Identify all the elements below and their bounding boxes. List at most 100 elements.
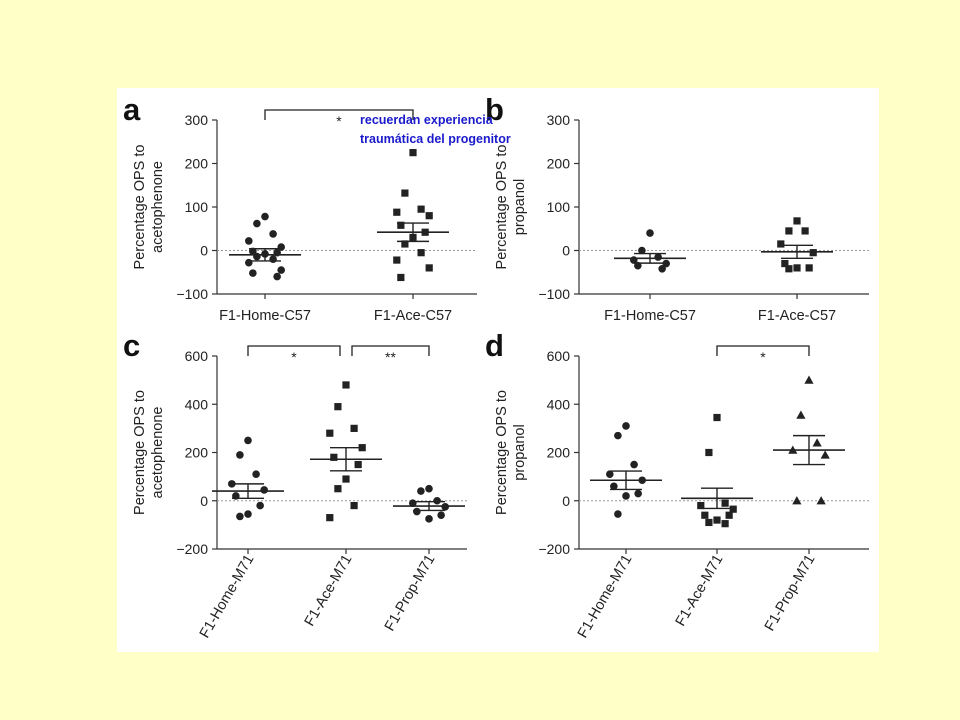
data-point-square — [334, 485, 342, 493]
y-tick-label: 200 — [185, 156, 209, 172]
y-tick-label: −200 — [538, 541, 570, 557]
significance-label: * — [760, 349, 766, 365]
panel-a: a −100 0 100 200 300 Percentage OPS to acetophe… — [123, 92, 477, 324]
data-point-circle — [277, 266, 285, 274]
y-tick-label: 300 — [547, 112, 571, 128]
data-point-circle — [236, 512, 244, 521]
y-axis-label-line-2: propanol — [512, 424, 528, 480]
data-point-square — [793, 217, 801, 225]
y-axis-label-line-2: acetophenone — [150, 161, 166, 253]
data-point-square — [713, 516, 721, 524]
y-tick-label: 600 — [547, 348, 571, 364]
data-point-square — [358, 444, 366, 452]
data-point-circle — [256, 501, 264, 510]
panel-d: d −200 0 200 400 600 Percentage OPS to propanol… — [485, 328, 869, 641]
x-category-label: F1-Ace-C57 — [758, 308, 836, 324]
x-category-label: F1-Ace-M71 — [673, 552, 727, 629]
significance-bracket — [716, 345, 810, 356]
data-point-circle — [634, 261, 642, 270]
data-point-square — [721, 520, 729, 528]
y-tick-label: −100 — [176, 286, 208, 302]
data-point-square — [417, 249, 425, 257]
data-point-circle — [260, 486, 268, 494]
data-point-circle — [228, 480, 236, 488]
x-category-label: F1-Prop-M71 — [762, 552, 819, 634]
significance-label: ** — [385, 349, 396, 365]
annotation-line-2: traumática del progenitor — [360, 132, 511, 146]
x-category-label: F1-Home-C57 — [604, 308, 696, 324]
panel-b: b −100 0 100 200 300 Percentage OPS to propanol… — [485, 92, 869, 324]
data-point-square — [697, 501, 705, 510]
significance-label: * — [291, 349, 297, 365]
y-tick-label: −200 — [176, 541, 208, 557]
data-point-triangle — [812, 438, 822, 447]
y-tick-label: 300 — [185, 112, 209, 128]
data-point-square — [793, 264, 801, 272]
data-point-square — [397, 221, 405, 229]
significance-label: * — [336, 113, 342, 129]
data-point-circle — [638, 246, 646, 255]
y-tick-label: 400 — [547, 396, 571, 412]
data-point-square — [777, 240, 785, 248]
data-point-square — [705, 448, 713, 457]
data-point-square — [701, 511, 709, 519]
y-tick-label: 100 — [547, 199, 571, 215]
data-point-square — [350, 501, 358, 510]
data-point-circle — [622, 492, 630, 500]
data-point-circle — [236, 451, 244, 459]
data-point-circle — [614, 510, 622, 518]
panel-letter-d: d — [485, 328, 504, 363]
data-point-square — [330, 453, 338, 461]
significance-bracket — [264, 109, 414, 120]
data-point-square — [785, 227, 793, 235]
y-axis-label-line-1: Percentage OPS to — [132, 145, 148, 270]
data-point-square — [729, 505, 737, 513]
data-point-square — [785, 265, 793, 273]
data-point-square — [342, 381, 350, 389]
data-point-square — [801, 227, 809, 235]
data-point-circle — [425, 484, 433, 493]
data-point-square — [397, 273, 405, 282]
data-point-square — [781, 259, 789, 268]
y-tick-label: −100 — [538, 286, 570, 302]
data-point-circle — [425, 515, 433, 523]
y-tick-label: 200 — [185, 445, 209, 461]
data-point-circle — [413, 507, 421, 516]
data-point-triangle — [796, 410, 806, 419]
panel-c: c −200 0 200 400 600 Percentage OPS to acetophe… — [123, 328, 467, 641]
panel-letter-c: c — [123, 328, 140, 363]
data-point-circle — [662, 259, 670, 268]
data-point-circle — [245, 237, 253, 245]
data-point-circle — [417, 487, 425, 495]
data-point-square — [425, 264, 433, 272]
data-point-square — [326, 429, 334, 437]
y-tick-label: 100 — [185, 199, 209, 215]
data-point-square — [401, 189, 409, 197]
data-point-triangle — [820, 450, 830, 459]
y-axis-label-line-1: Percentage OPS to — [132, 390, 148, 515]
data-point-square — [401, 240, 409, 248]
data-point-circle — [253, 219, 261, 228]
data-point-circle — [437, 511, 445, 520]
data-point-circle — [606, 470, 614, 479]
panel-letter-a: a — [123, 92, 141, 127]
y-tick-label: 400 — [185, 396, 209, 412]
data-point-square — [354, 460, 362, 469]
data-point-triangle — [804, 375, 814, 384]
data-point-triangle — [816, 496, 826, 505]
x-category-label: F1-Home-M71 — [197, 552, 258, 641]
data-point-circle — [244, 510, 252, 518]
data-point-circle — [614, 431, 622, 440]
figure-panel: a −100 0 100 200 300 Percentage OPS to acetophe… — [117, 88, 879, 652]
y-tick-label: 600 — [185, 348, 209, 364]
data-point-circle — [273, 272, 281, 281]
y-tick-label: 0 — [562, 243, 570, 259]
y-tick-label: 0 — [200, 493, 208, 509]
data-point-circle — [249, 247, 257, 256]
data-point-circle — [610, 482, 618, 491]
y-axis-label-line-2: propanol — [512, 179, 528, 235]
y-tick-label: 0 — [562, 493, 570, 509]
data-point-square — [342, 475, 350, 483]
x-category-label: F1-Ace-M71 — [302, 552, 356, 629]
